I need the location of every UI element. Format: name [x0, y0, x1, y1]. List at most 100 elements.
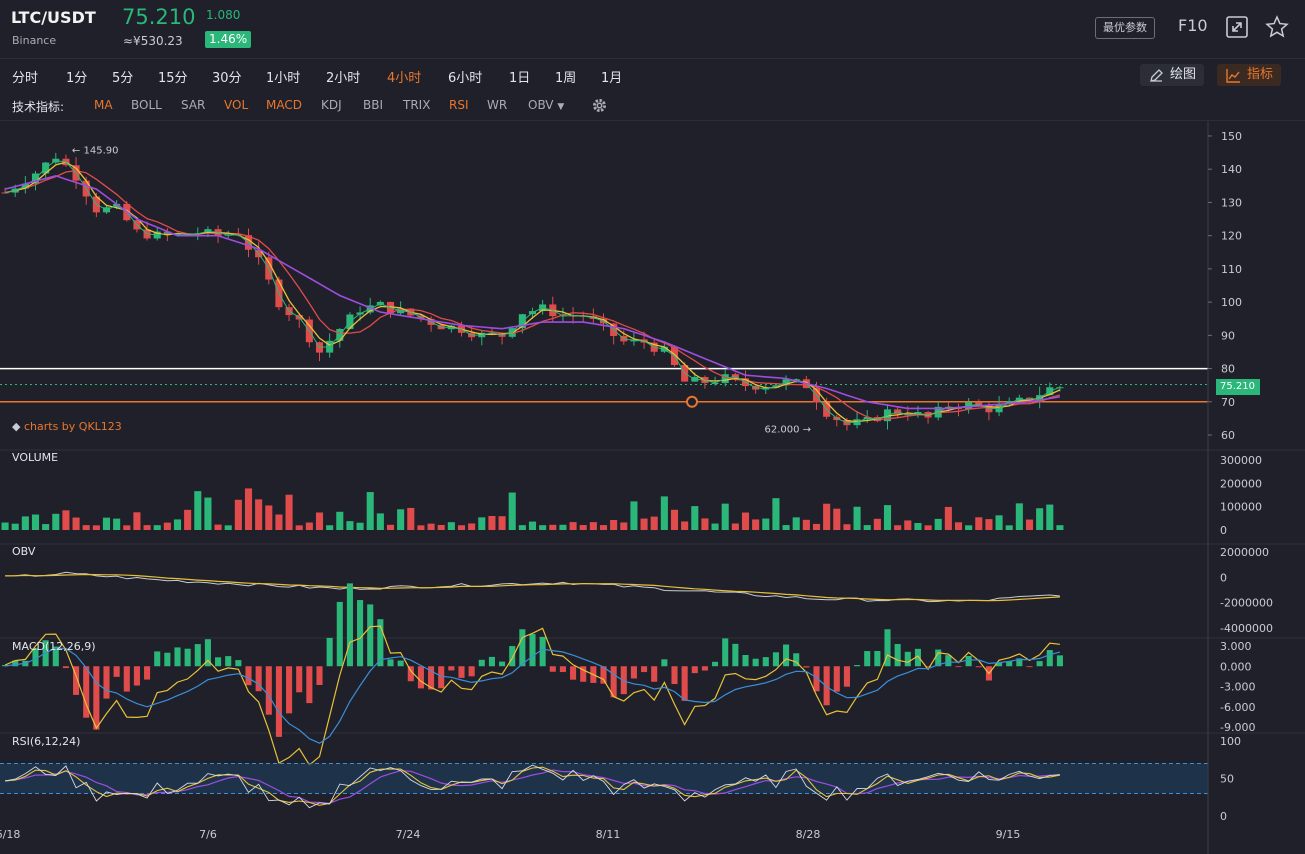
rsi-panel: [0, 763, 1208, 809]
macd-panel: [2, 583, 1063, 766]
high-price-label: ← 145.90: [72, 146, 119, 157]
draw-button[interactable]: 绘图: [1140, 64, 1205, 86]
symbol-name[interactable]: LTC/USDT: [11, 8, 96, 27]
timeframe-tab-active[interactable]: 4小时: [387, 71, 422, 86]
macd-histogram-bar: [509, 646, 516, 667]
brand-label: charts by QKL123: [23, 420, 122, 433]
ma-line-yellow: [4, 161, 1061, 423]
macd-histogram-bar: [133, 666, 140, 686]
macd-histogram-bar: [793, 653, 800, 667]
macd-histogram-bar: [651, 666, 658, 682]
macd-histogram-bar: [823, 666, 830, 706]
current-price-tag: 75.210: [1216, 379, 1260, 395]
indicator-kdj[interactable]: KDJ: [321, 98, 342, 112]
macd-histogram-bar: [519, 629, 526, 667]
macd-histogram-bar: [336, 601, 343, 667]
macd-histogram-bar: [1006, 661, 1013, 667]
volume-bar: [163, 522, 171, 530]
macd-histogram-bar: [417, 666, 424, 689]
indicator-bar-label: 技术指标:: [12, 100, 65, 114]
volume-bar: [427, 523, 435, 530]
timeframe-tab[interactable]: 30分: [212, 71, 242, 86]
timeframe-tab[interactable]: 5分: [112, 71, 134, 86]
volume-bar: [498, 516, 506, 530]
optimal-params-button[interactable]: 最优参数: [1095, 17, 1155, 39]
indicator-vol[interactable]: VOL: [224, 98, 249, 112]
timeframe-tab[interactable]: 1月: [601, 71, 623, 86]
obv-panel: [5, 571, 1060, 603]
volume-bar: [366, 492, 374, 530]
macd-histogram-bar: [884, 629, 891, 667]
volume-bar: [457, 525, 466, 530]
volume-bar: [863, 525, 871, 530]
macd-histogram-bar: [377, 619, 384, 667]
indicator-trix[interactable]: TRIX: [403, 98, 431, 112]
volume-bar: [1046, 504, 1054, 530]
chart-area[interactable]: ← 145.90 62.000 → 150 140 130 120 110 100 90 80 7…: [0, 121, 1305, 854]
price-panel: ← 145.90 62.000 →: [0, 146, 1208, 435]
macd-histogram-bar: [1056, 655, 1063, 667]
volume-bar: [478, 517, 486, 530]
macd-histogram-bar: [215, 657, 222, 667]
indicator-wr[interactable]: WR: [487, 98, 508, 112]
obv-tick-label: 2000000: [1220, 546, 1269, 559]
timeframe-tab[interactable]: 分时: [12, 71, 39, 86]
volume-bar: [954, 522, 963, 530]
rsi-tick-label: 100: [1220, 735, 1241, 748]
macd-histogram-bar: [864, 651, 871, 667]
indicator-macd[interactable]: MACD: [266, 98, 302, 112]
macd-histogram-bar: [955, 666, 962, 668]
indicator-button[interactable]: 指标: [1217, 64, 1282, 86]
macd-histogram-bar: [103, 666, 110, 699]
macd-histogram-bar: [894, 644, 901, 667]
volume-bar: [772, 498, 780, 530]
indicator-obv-dropdown[interactable]: OBV ▼: [528, 98, 564, 112]
y-tick-label: 150: [1221, 130, 1242, 143]
indicator-rsi[interactable]: RSI: [449, 98, 469, 112]
expand-icon[interactable]: [1225, 15, 1249, 39]
volume-bar: [610, 520, 618, 530]
rsi12-line: [5, 766, 1061, 806]
gear-icon[interactable]: [591, 97, 608, 114]
volume-bar: [721, 503, 729, 530]
timeframe-tab[interactable]: 1日: [509, 71, 531, 86]
y-tick-label: 120: [1221, 230, 1242, 243]
macd-histogram-bar: [772, 652, 779, 667]
timeframe-tab[interactable]: 1小时: [266, 71, 301, 86]
volume-bar: [133, 512, 141, 530]
indicator-bbi[interactable]: BBI: [363, 98, 384, 112]
f10-button[interactable]: F10: [1178, 16, 1208, 35]
volume-bar: [802, 519, 810, 530]
timeframe-tab[interactable]: 2小时: [326, 71, 361, 86]
macd-histogram-bar: [1016, 658, 1023, 667]
macd-histogram-bar: [32, 648, 39, 667]
brand-watermark: ◆ charts by QKL123: [12, 420, 122, 433]
macd-histogram-bar: [620, 666, 627, 695]
indicator-boll[interactable]: BOLL: [131, 98, 162, 112]
volume-bar: [255, 499, 263, 530]
macd-histogram-bar: [225, 656, 232, 667]
volume-bar: [194, 491, 202, 530]
timeframe-tab[interactable]: 1分: [66, 71, 88, 86]
macd-histogram-bar: [499, 661, 506, 667]
volume-bar: [42, 524, 50, 530]
indicator-label: 指标: [1247, 67, 1274, 82]
macd-tick-label: -3.000: [1220, 681, 1255, 694]
volume-bar: [812, 523, 821, 530]
macd-histogram-bar: [600, 666, 607, 684]
macd-histogram-bar: [326, 637, 333, 667]
timeframe-tab[interactable]: 15分: [158, 71, 188, 86]
macd-histogram-bar: [367, 604, 374, 667]
volume-bar: [539, 525, 547, 530]
y-tick-label: 140: [1221, 163, 1242, 176]
indicator-ma[interactable]: MA: [94, 98, 113, 112]
macd-histogram-bar: [539, 636, 546, 667]
macd-histogram-bar: [904, 651, 911, 667]
star-icon[interactable]: [1265, 15, 1289, 39]
macd-histogram-bar: [286, 666, 293, 714]
indicator-sar[interactable]: SAR: [181, 98, 206, 112]
timeframe-tab[interactable]: 6小时: [448, 71, 483, 86]
timeframe-tab[interactable]: 1周: [555, 71, 577, 86]
macd-histogram-bar: [996, 662, 1003, 667]
macd-histogram-bar: [701, 666, 708, 671]
